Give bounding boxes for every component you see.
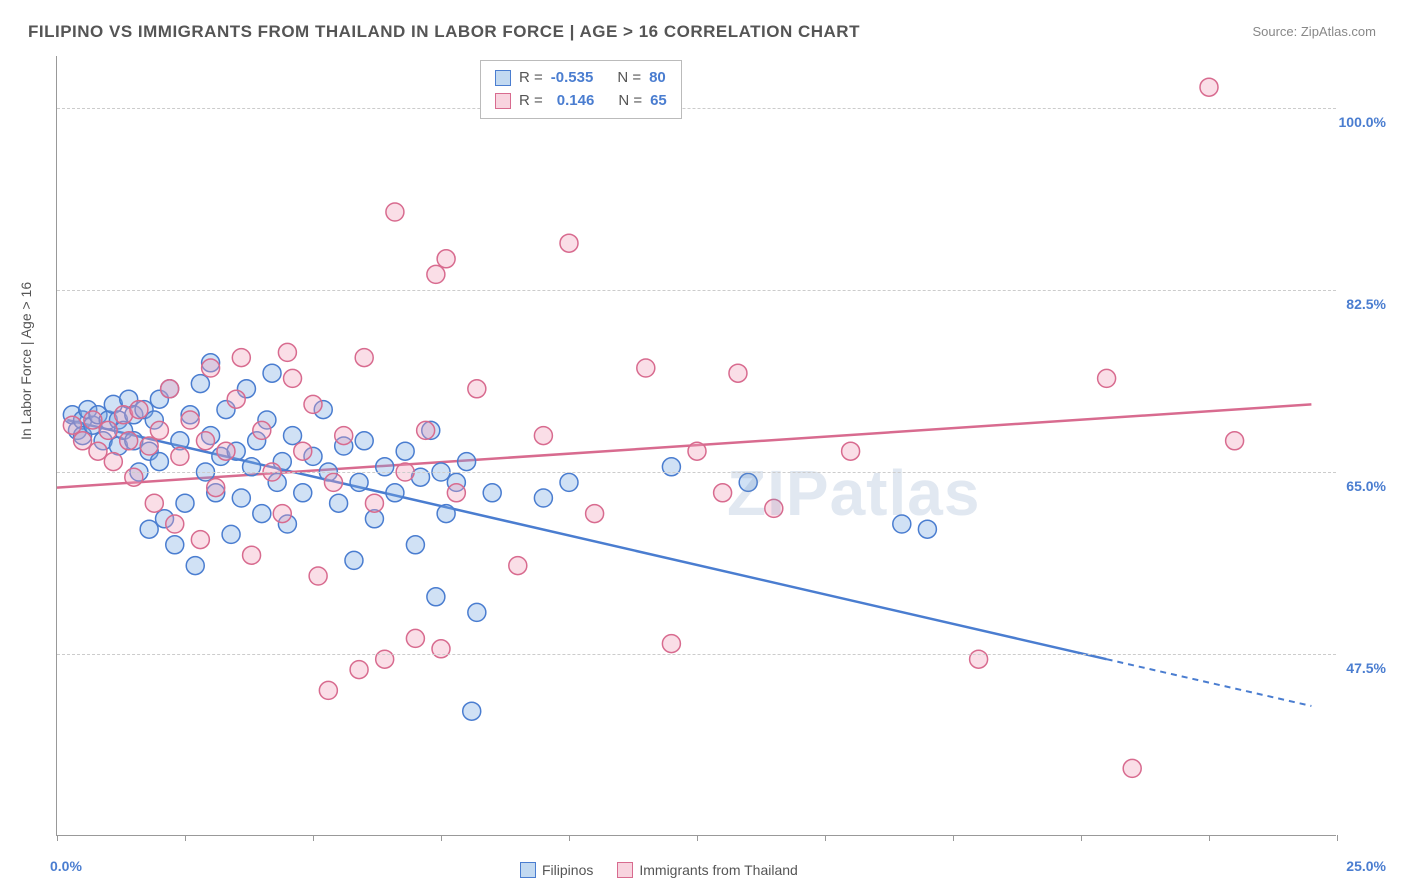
x-axis-origin-label: 0.0% — [50, 858, 82, 874]
x-tick — [697, 835, 698, 841]
source-attribution: Source: ZipAtlas.com — [1252, 24, 1376, 39]
x-tick — [441, 835, 442, 841]
y-tick-label: 82.5% — [1346, 296, 1386, 312]
series-legend: Filipinos Immigrants from Thailand — [520, 862, 798, 878]
source-label: Source: — [1252, 24, 1300, 39]
n-label: N = — [617, 67, 641, 90]
gridline — [57, 290, 1336, 291]
gridline — [57, 472, 1336, 473]
x-tick — [569, 835, 570, 841]
swatch-blue-icon — [520, 862, 536, 878]
stats-legend: R = -0.535 N = 80 R = 0.146 N = 65 — [480, 60, 682, 119]
y-axis-label: In Labor Force | Age > 16 — [18, 282, 34, 440]
x-tick — [1081, 835, 1082, 841]
r-value-filipinos: -0.535 — [551, 67, 594, 90]
gridline — [57, 108, 1336, 109]
chart-title: FILIPINO VS IMMIGRANTS FROM THAILAND IN … — [28, 22, 860, 42]
swatch-pink-icon — [495, 93, 511, 109]
legend-item-filipinos: Filipinos — [520, 862, 593, 878]
y-tick-label: 47.5% — [1346, 660, 1386, 676]
x-axis-end-label: 25.0% — [1346, 858, 1386, 874]
swatch-blue-icon — [495, 70, 511, 86]
legend-label-thailand: Immigrants from Thailand — [639, 862, 797, 878]
gridline — [57, 654, 1336, 655]
y-tick-label: 100.0% — [1339, 114, 1386, 130]
n-label-2: N = — [618, 90, 642, 113]
x-tick — [1209, 835, 1210, 841]
r-label-2: R = — [519, 90, 543, 113]
x-tick — [953, 835, 954, 841]
legend-item-thailand: Immigrants from Thailand — [617, 862, 797, 878]
chart-svg-points — [57, 56, 1336, 835]
r-label: R = — [519, 67, 543, 90]
stats-row-thailand: R = 0.146 N = 65 — [495, 90, 667, 113]
x-tick — [57, 835, 58, 841]
x-tick — [313, 835, 314, 841]
n-value-thailand: 65 — [650, 90, 667, 113]
swatch-pink-icon — [617, 862, 633, 878]
plot-area: ZIPatlas — [56, 56, 1336, 836]
x-tick — [825, 835, 826, 841]
x-tick — [185, 835, 186, 841]
source-value: ZipAtlas.com — [1301, 24, 1376, 39]
stats-row-filipinos: R = -0.535 N = 80 — [495, 67, 667, 90]
legend-label-filipinos: Filipinos — [542, 862, 593, 878]
n-value-filipinos: 80 — [649, 67, 666, 90]
x-tick — [1337, 835, 1338, 841]
r-value-thailand: 0.146 — [557, 90, 595, 113]
y-tick-label: 65.0% — [1346, 478, 1386, 494]
